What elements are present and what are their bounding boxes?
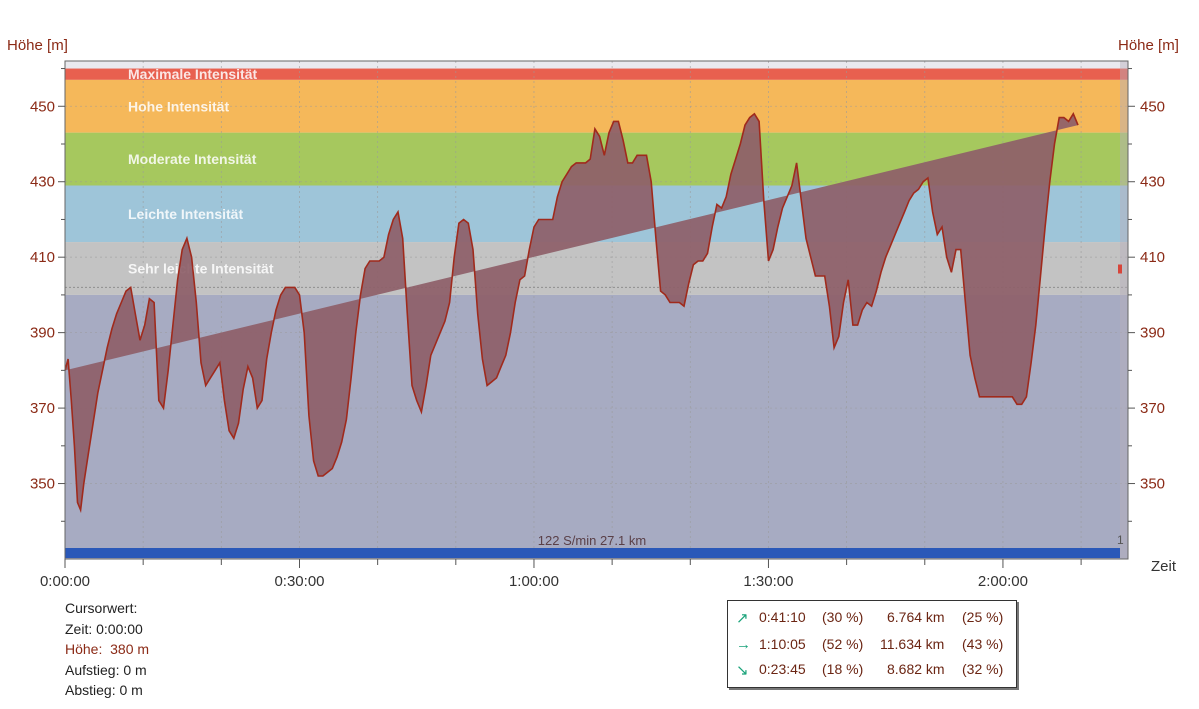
stats-distance-pct: (25 %) <box>962 609 1004 625</box>
zone-label: Hohe Intensität <box>128 98 229 114</box>
cursor-ascent: Aufstieg: 0 m <box>65 661 147 678</box>
y-tick-label-left: 450 <box>30 98 55 115</box>
zone-label: Moderate Intensität <box>128 151 257 167</box>
x-tick-label: 0:00:00 <box>40 573 90 590</box>
y-tick-label-right: 450 <box>1140 98 1165 115</box>
y-tick-label-left: 390 <box>30 325 55 342</box>
stats-row-ascent: ↗ 0:41:10 (30 %) 6.764 km (25 %) <box>728 609 1016 629</box>
end-label: 1 <box>1117 533 1124 547</box>
x-tick-label: 0:30:00 <box>274 573 324 590</box>
zone-label: Sehr leichte Intensität <box>128 261 274 277</box>
stats-time-pct: (18 %) <box>822 661 864 677</box>
elevation-line <box>64 112 1079 514</box>
cursor-descent: Abstieg: 0 m <box>65 682 143 698</box>
y-tick-label-left: 430 <box>30 174 55 191</box>
stats-distance: 6.764 km <box>887 609 945 625</box>
stats-time: 0:23:45 <box>759 661 806 677</box>
cursor-info-panel: Cursorwert: Zeit: 0:00:00 Höhe: 380 m Au… <box>65 598 149 701</box>
end-marker <box>1118 264 1122 274</box>
y-tick-label-left: 410 <box>30 249 55 266</box>
cursor-elevation-value: 380 m <box>110 641 150 657</box>
ascent-arrow-icon: ↗ <box>736 610 749 627</box>
x-tick-label: 2:00:00 <box>978 573 1028 590</box>
stats-distance-pct: (32 %) <box>962 661 1004 677</box>
y-tick-label-right: 430 <box>1140 174 1165 191</box>
end-strip <box>1120 61 1128 559</box>
stats-row-descent: ↘ 0:23:45 (18 %) 8.682 km (32 %) <box>728 661 1016 681</box>
zone-band <box>65 68 1128 80</box>
stats-distance: 8.682 km <box>887 661 945 677</box>
y-tick-label-right: 350 <box>1140 476 1165 493</box>
cursor-elevation: Höhe: 380 m <box>65 639 149 660</box>
zone-label: Leichte Intensität <box>128 206 243 222</box>
bottom-bar <box>65 548 1120 558</box>
segment-stats-box: ↗ 0:41:10 (30 %) 6.764 km (25 %) → 1:10:… <box>727 600 1017 688</box>
x-tick-label: 1:30:00 <box>743 573 793 590</box>
y-axis-title-right: Höhe [m] <box>1118 37 1179 54</box>
stats-time: 1:10:05 <box>759 636 806 652</box>
cursor-title: Cursorwert: <box>65 600 138 616</box>
y-tick-label-left: 370 <box>30 400 55 417</box>
plot-border <box>64 60 1129 560</box>
y-tick-label-left: 350 <box>30 476 55 493</box>
y-tick-label-right: 410 <box>1140 249 1165 266</box>
stats-time-pct: (30 %) <box>822 609 864 625</box>
y-axis-title-left: Höhe [m] <box>7 37 68 54</box>
descent-arrow-icon: ↘ <box>736 662 749 679</box>
stats-row-flat: → 1:10:05 (52 %) 11.634 km (43 %) <box>728 636 1016 656</box>
elevation-area <box>65 113 1078 511</box>
y-tick-label-right: 390 <box>1140 325 1165 342</box>
flat-arrow-icon: → <box>736 636 751 653</box>
elevation-chart[interactable]: Maximale Intensität Hohe Intensität Modera… <box>0 0 1199 600</box>
zone-label: Maximale Intensität <box>128 66 257 82</box>
stats-time: 0:41:10 <box>759 609 806 625</box>
x-axis-title: Zeit <box>1151 558 1177 575</box>
stats-distance-pct: (43 %) <box>962 636 1004 652</box>
cursor-elevation-label: Höhe: <box>65 641 103 657</box>
x-tick-label: 1:00:00 <box>509 573 559 590</box>
cursor-time: Zeit: 0:00:00 <box>65 620 143 637</box>
y-tick-label-right: 370 <box>1140 400 1165 417</box>
stats-time-pct: (52 %) <box>822 636 864 652</box>
stats-distance: 11.634 km <box>880 636 945 652</box>
bottom-bar-label: 122 S/min 27.1 km <box>538 533 646 548</box>
